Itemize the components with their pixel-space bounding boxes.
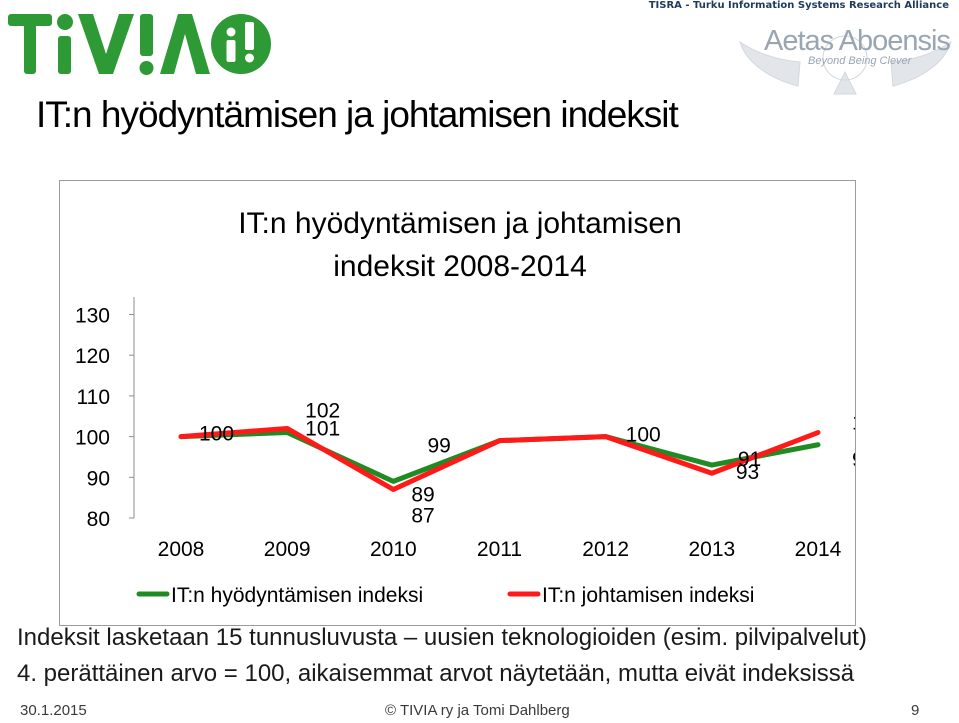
y-tick-label: 130 <box>75 305 110 328</box>
alliance-text: TISRA - Turku Information Systems Resear… <box>648 0 949 11</box>
x-tick-label: 2014 <box>795 538 842 561</box>
x-tick-label: 2010 <box>370 538 417 561</box>
y-tick-label: 110 <box>77 386 110 409</box>
x-tick-label: 2011 <box>477 538 522 561</box>
chart-title-line: IT:n hyödyntämisen ja johtamisen <box>238 207 682 240</box>
tivia-logo <box>8 14 271 75</box>
y-tick-label: 100 <box>75 427 110 450</box>
data-label: 101 <box>305 418 340 441</box>
chart-frame: IT:n hyödyntämisen ja johtamisen indeksit… <box>59 180 856 626</box>
x-tick-label: 2009 <box>264 538 311 561</box>
data-label: 87 <box>411 505 434 528</box>
y-tick-label: 120 <box>75 345 110 368</box>
note-line-2: 4. perättäinen arvo = 100, aikaisemmat a… <box>17 660 855 687</box>
legend-label-1: IT:n hyödyntämisen indeksi <box>171 584 423 607</box>
legend-label-2: IT:n johtamisen indeksi <box>542 584 754 607</box>
slide-title: IT:n hyödyntämisen ja johtamisen indeksi… <box>36 94 679 135</box>
data-label: 91 <box>738 448 761 471</box>
data-label: 100 <box>199 423 234 446</box>
line-chart: IT:n hyödyntämisen ja johtamisen indeksit… <box>75 207 855 607</box>
aetas-tagline: Beyond Being Clever <box>808 55 912 67</box>
data-label: 101 <box>852 412 855 435</box>
data-label: 89 <box>411 483 434 506</box>
x-tick-label: 2008 <box>158 538 205 561</box>
data-label: 99 <box>428 435 451 458</box>
aetas-aboensis-name: Aetas Aboensis <box>764 25 951 57</box>
x-tick-label: 2013 <box>688 538 735 561</box>
aetas-emblem-icon <box>739 35 952 95</box>
note-line-1: Indeksit lasketaan 15 tunnusluvusta – uu… <box>17 624 867 651</box>
footer-copyright: © TIVIA ry ja Tomi Dahlberg <box>385 702 570 719</box>
x-tick-label: 2012 <box>582 538 629 561</box>
y-tick-label: 90 <box>87 467 110 490</box>
footer-date: 30.1.2015 <box>20 702 87 719</box>
y-tick-label: 80 <box>87 508 110 531</box>
chart-title-line: indeksit 2008-2014 <box>333 250 587 283</box>
series-line-2 <box>178 425 821 493</box>
data-label: 102 <box>305 399 340 422</box>
data-label: 93 <box>736 461 759 484</box>
footer-page-number: 9 <box>911 702 920 719</box>
data-label: 100 <box>626 424 661 447</box>
data-label: 98 <box>852 449 855 472</box>
